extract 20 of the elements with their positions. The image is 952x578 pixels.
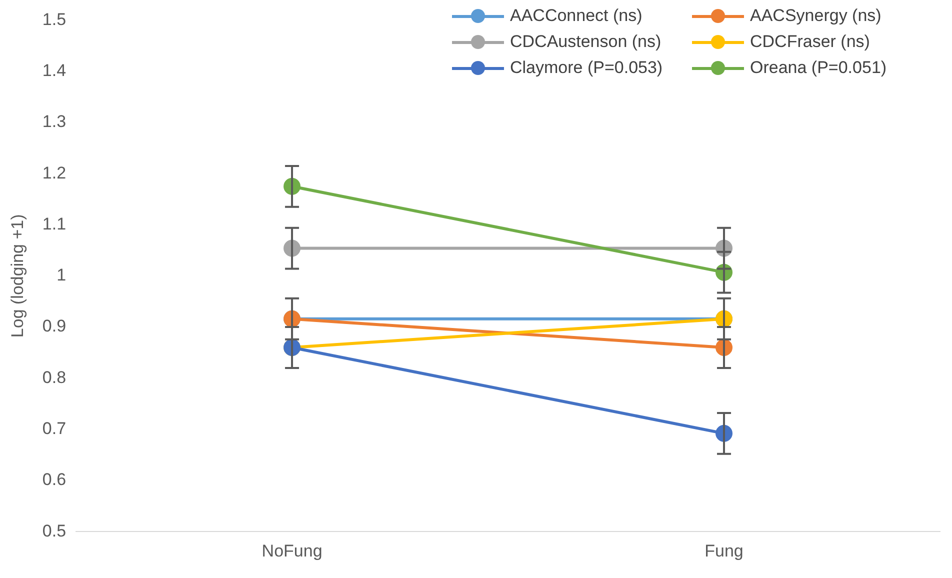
y-tick-label: 0.6 bbox=[42, 470, 66, 490]
legend-label: AACConnect (ns) bbox=[510, 6, 642, 26]
y-axis-title: Log (lodging +1) bbox=[8, 214, 27, 338]
y-tick-label: 1.1 bbox=[42, 214, 66, 234]
legend-label: CDCAustenson (ns) bbox=[510, 32, 662, 52]
y-tick-label: 0.8 bbox=[42, 368, 66, 387]
y-tick-label: 1.5 bbox=[42, 10, 66, 29]
x-tick-label: NoFung bbox=[262, 541, 322, 560]
y-tick-label: 1.4 bbox=[42, 61, 66, 80]
y-tick-label: 0.5 bbox=[42, 521, 66, 540]
x-tick-label: Fung bbox=[704, 541, 744, 560]
y-tick-label: 0.9 bbox=[42, 316, 66, 336]
legend-label: Oreana (P=0.051) bbox=[750, 58, 887, 78]
legend-label: CDCFraser (ns) bbox=[750, 32, 870, 52]
legend-label: Claymore (P=0.053) bbox=[510, 58, 663, 78]
y-tick-label: 1 bbox=[56, 266, 66, 285]
y-tick-label: 0.7 bbox=[42, 419, 66, 438]
y-tick-label: 1.3 bbox=[42, 112, 66, 132]
y-tick-label: 1.2 bbox=[42, 163, 66, 182]
legend-label: AACSynergy (ns) bbox=[750, 6, 882, 26]
